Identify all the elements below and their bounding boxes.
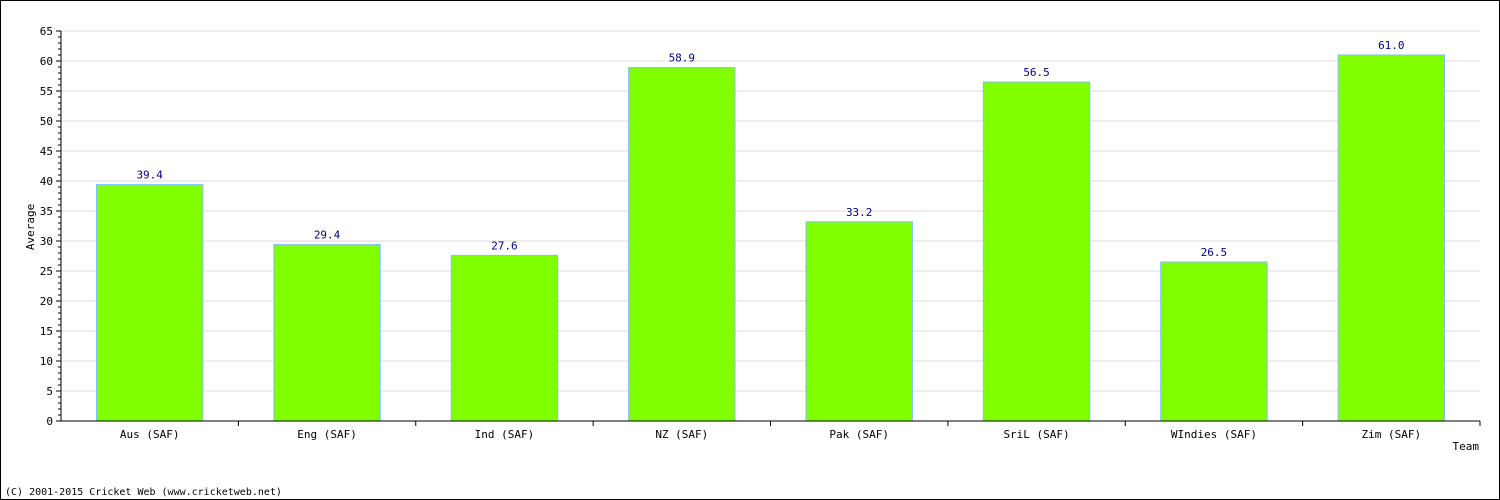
bar: [982, 81, 1091, 422]
y-tick-label: 30: [40, 235, 53, 248]
data-label: 26.5: [1201, 246, 1228, 259]
bar: [628, 67, 736, 422]
y-tick-label: 55: [40, 85, 53, 98]
y-tick-label: 10: [40, 355, 53, 368]
x-tick-label: SriL (SAF): [1003, 428, 1069, 441]
data-label: 27.6: [491, 239, 518, 252]
x-tick-label: Eng (SAF): [297, 428, 357, 441]
x-tick-label: NZ (SAF): [655, 428, 708, 441]
y-tick-label: 40: [40, 175, 53, 188]
bar: [95, 184, 204, 422]
y-tick-label: 45: [40, 145, 53, 158]
x-tick-label: Zim (SAF): [1362, 428, 1422, 441]
axes: [56, 30, 1481, 426]
x-tick-label: WIndies (SAF): [1171, 428, 1257, 441]
labels: 0 5 10 15 20 25 30 35 40 45 50 55 60 65 39.4 Aus (SAF) 2…: [40, 25, 1421, 441]
data-label: 39.4: [136, 169, 163, 182]
data-label: 29.4: [314, 229, 341, 242]
y-tick-label: 50: [40, 115, 53, 128]
y-tick-label: 20: [40, 295, 53, 308]
bar: [273, 244, 381, 422]
bar: [1160, 261, 1268, 422]
x-tick-label: Aus (SAF): [120, 428, 180, 441]
y-tick-label: 65: [40, 25, 53, 38]
bars: [95, 54, 1446, 422]
y-tick-label: 35: [40, 205, 53, 218]
data-label: 58.9: [669, 52, 696, 65]
y-tick-label: 0: [46, 415, 53, 428]
x-tick-label: Ind (SAF): [475, 428, 535, 441]
y-tick-label: 5: [46, 385, 53, 398]
data-label: 61.0: [1378, 39, 1405, 52]
y-tick-label: 60: [40, 55, 53, 68]
bar: [805, 221, 913, 422]
data-label: 33.2: [846, 206, 873, 219]
y-tick-label: 15: [40, 325, 53, 338]
bar: [1337, 54, 1446, 422]
y-tick-label: 25: [40, 265, 53, 278]
data-label: 56.5: [1023, 66, 1050, 79]
bar: [450, 254, 559, 422]
x-tick-label: Pak (SAF): [829, 428, 889, 441]
